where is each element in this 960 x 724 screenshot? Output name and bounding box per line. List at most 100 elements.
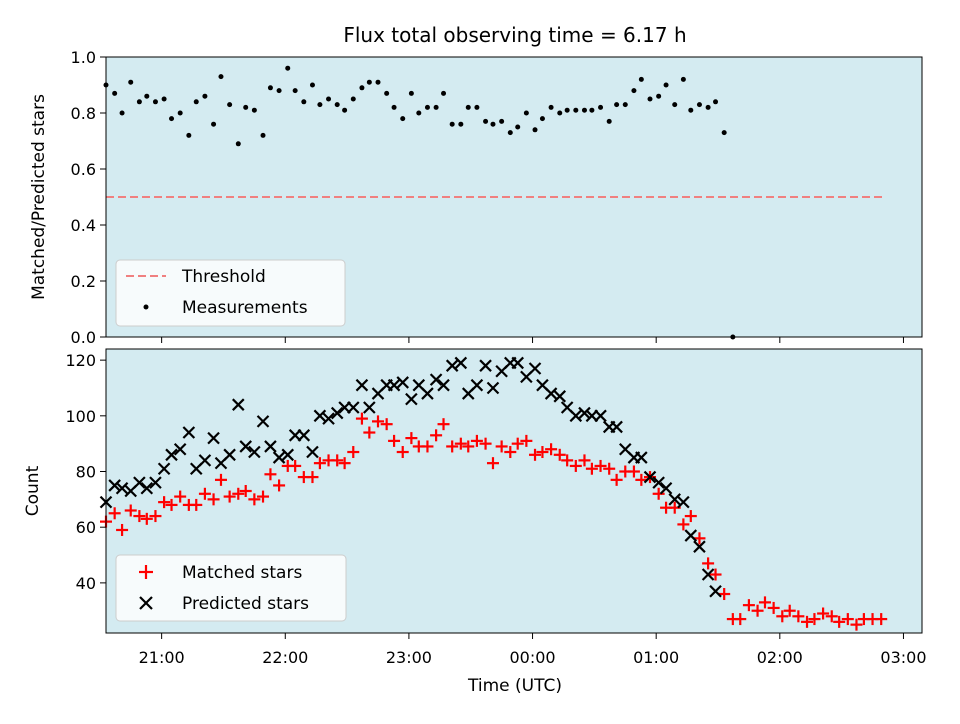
- measurement-point: [622, 102, 628, 108]
- matched-star-point: [421, 440, 434, 453]
- matched-star-point: [718, 588, 731, 601]
- matched-star-point: [430, 429, 443, 442]
- predicted-star-point: [553, 390, 567, 403]
- x-tick-label: 01:00: [633, 648, 679, 667]
- measurement-point: [260, 132, 266, 138]
- measurement-point: [441, 90, 447, 96]
- matched-star-point: [223, 490, 236, 503]
- measurement-point: [202, 93, 208, 99]
- measurement-point: [136, 99, 142, 105]
- measurement-point: [631, 88, 637, 94]
- top-y-axis-label: Matched/Predicted stars: [29, 94, 49, 300]
- predicted-star-point: [272, 451, 286, 464]
- measurement-point: [458, 121, 464, 127]
- matched-star-point: [214, 473, 227, 486]
- measurement-point: [465, 104, 471, 110]
- measurement-point: [589, 107, 595, 113]
- y-tick-label: 0.8: [71, 104, 96, 123]
- measurement-point: [235, 141, 241, 147]
- bottom-x-ticks: 21:00 22:00 23:00 00:00 01:00 02:00 03:00: [139, 633, 927, 667]
- matched-star-point: [520, 434, 533, 447]
- top-x-ticks: [161, 337, 904, 343]
- predicted-star-point: [264, 440, 277, 453]
- measurement-point: [152, 99, 158, 105]
- matched-star-point: [767, 601, 780, 614]
- legend-measurements-label: Measurements: [182, 298, 308, 318]
- predicted-star-point: [313, 409, 327, 423]
- measurement-point: [606, 118, 612, 124]
- measurement-point: [112, 90, 118, 96]
- predicted-star-point: [511, 356, 524, 370]
- predicted-star-point: [421, 387, 434, 400]
- legend-predicted-swatch: [139, 596, 153, 610]
- matched-star-point: [190, 498, 203, 511]
- matched-star-point: [388, 434, 401, 447]
- matched-star-point: [585, 462, 598, 475]
- predicted-star-point: [610, 420, 623, 434]
- top-points: [103, 65, 736, 340]
- matched-star-point: [801, 615, 814, 628]
- predicted-star-point: [165, 448, 178, 462]
- matched-star-point: [165, 498, 178, 511]
- y-tick-label: 0.6: [71, 160, 96, 179]
- predicted-star-point: [140, 481, 154, 495]
- measurement-point: [474, 104, 480, 110]
- measurement-point: [161, 96, 167, 102]
- matched-star-point: [817, 607, 830, 620]
- predicted-star-point: [445, 359, 459, 372]
- matched-star-point: [198, 487, 211, 500]
- legend-predicted-label: Predicted stars: [182, 594, 309, 614]
- matched-star-point: [792, 610, 805, 623]
- matched-star-point: [355, 412, 368, 425]
- x-tick-label: 02:00: [757, 648, 803, 667]
- matched-star-point: [569, 459, 582, 472]
- predicted-star-point: [470, 378, 484, 392]
- predicted-star-point: [297, 429, 311, 442]
- matched-star-point: [536, 446, 549, 459]
- predicted-star-point: [569, 409, 583, 423]
- predicted-star-point: [173, 442, 187, 456]
- measurement-point: [705, 104, 711, 110]
- predicted-star-point: [429, 373, 443, 386]
- matched-star-point: [396, 446, 409, 459]
- x-tick-label: 03:00: [880, 648, 926, 667]
- measurement-point: [391, 104, 397, 110]
- predicted-star-point: [437, 378, 450, 392]
- top-panel: 0.0 0.2 0.4 0.6 0.8 1.0 Matched/Predicted sta…: [29, 48, 923, 347]
- measurement-point: [218, 74, 224, 80]
- measurement-point: [276, 88, 282, 94]
- chart-title: Flux total observing time = 6.17 h: [343, 23, 686, 47]
- legend-measurements-swatch: [143, 304, 149, 310]
- y-tick-label: 60: [76, 518, 96, 537]
- predicted-star-point: [239, 440, 252, 453]
- matched-star-point: [545, 443, 558, 456]
- measurement-point: [186, 132, 192, 138]
- measurement-point: [128, 79, 134, 85]
- measurement-point: [243, 104, 249, 110]
- matched-star-point: [306, 471, 319, 484]
- measurement-point: [598, 104, 604, 110]
- measurement-point: [557, 110, 563, 116]
- predicted-star-point: [709, 584, 722, 598]
- measurement-point: [193, 99, 199, 105]
- predicted-star-point: [306, 445, 319, 459]
- y-tick-label: 100: [65, 407, 96, 426]
- measurement-point: [285, 65, 291, 71]
- matched-star-point: [776, 610, 789, 623]
- x-tick-label: 23:00: [386, 648, 432, 667]
- matched-star-point: [347, 446, 360, 459]
- predicted-star-point: [578, 406, 591, 420]
- measurement-point: [672, 102, 678, 108]
- predicted-star-point: [635, 451, 648, 464]
- measurement-point: [424, 104, 430, 110]
- predicted-star-point: [149, 476, 162, 489]
- measurement-point: [119, 110, 125, 116]
- matched-star-point: [635, 473, 648, 486]
- bottom-legend-box: [115, 554, 347, 622]
- predicted-star-point: [387, 378, 401, 392]
- matched-star-point: [825, 610, 838, 623]
- predicted-star-point: [182, 426, 196, 439]
- matched-star-point: [158, 496, 171, 509]
- predicted-star-point: [355, 378, 369, 392]
- matched-star-point: [561, 454, 574, 467]
